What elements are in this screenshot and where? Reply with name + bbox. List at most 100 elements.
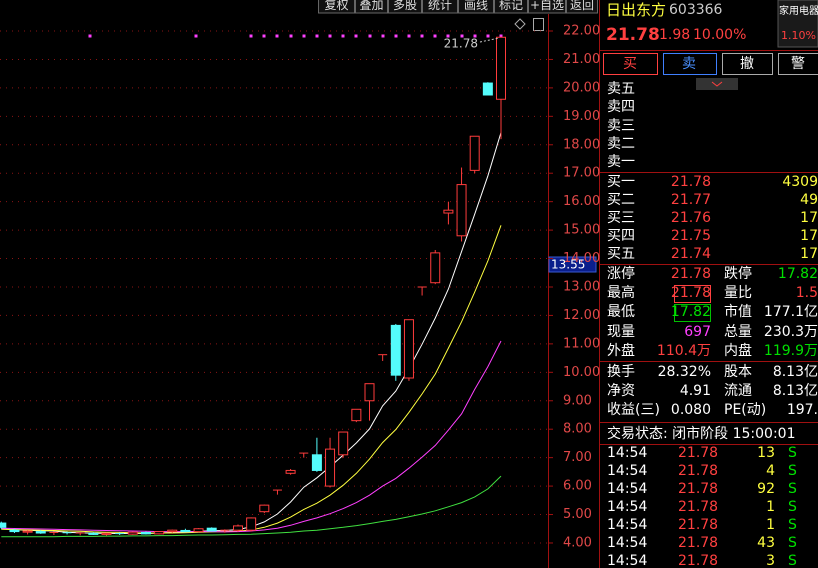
candle-body [193,528,204,533]
cursor-box [548,256,597,273]
y-tick-label: 20.00 [563,80,600,95]
trade-button[interactable]: 警 [791,56,805,72]
stat-label: 换手 [607,364,635,380]
stat-value: 0.080 [670,402,711,418]
cancel-button-frame [722,53,773,75]
candle-body [443,209,454,214]
candle-body [285,469,296,474]
trade-price: 21.78 [678,535,719,551]
bid-volume: 17 [800,210,818,226]
trade-volume: 13 [757,445,775,461]
candle-body [233,525,243,531]
change: 1.98 [659,27,691,43]
trade-volume: 3 [766,553,775,568]
candle-body [403,319,414,379]
stat-label: 最低 [607,304,635,321]
toolbar-button[interactable]: +自选 [529,0,565,12]
y-tick-label: 9.00 [563,393,592,408]
stat-label: 涨停 [607,266,635,282]
ask-label: 卖四 [607,99,635,116]
signal-dot [499,34,503,38]
panel-icon [533,18,544,31]
y-tick-label: 21.00 [563,52,600,67]
stat-value: 177.1亿 [763,304,818,321]
toolbar-button[interactable]: 叠加 [359,0,384,12]
stat-value: 17.82 [777,266,818,282]
candle-body [482,82,493,96]
signal-dot [328,34,332,38]
stat-value: 197. [786,402,818,418]
y-tick-label: 10.00 [563,365,600,380]
trade-volume: 92 [757,481,775,497]
candle-body [101,532,112,535]
stat-label: 现量 [607,323,635,340]
stat-value: 8.13亿 [772,383,818,399]
moving-average [1,132,502,535]
trade-button[interactable]: 买 [623,56,637,72]
stat-label: 总量 [724,323,752,340]
trade-status: 交易状态: 闭市阶段 15:00:01 [607,426,796,442]
y-tick-label: 4.00 [563,535,592,550]
candle-body [325,448,336,487]
y-tick-label: 19.00 [563,109,600,124]
y-tick-label: 7.00 [563,450,592,465]
candle-body [0,522,7,528]
signal-dot [249,34,253,38]
y-tick-label: 13.00 [563,279,600,294]
stock-name: 日出东方 [606,1,667,19]
stat-label: 收益(三) [607,402,660,418]
trade-price: 21.78 [678,517,719,533]
toolbar-button[interactable]: 多股 [392,0,417,12]
signal-dot [486,34,490,38]
trade-price: 21.78 [678,463,719,479]
trade-button[interactable]: 卖 [682,56,696,72]
signal-dot [420,34,424,38]
signal-dot [473,34,477,38]
signal-dot [460,34,464,38]
trade-side: S [788,517,797,533]
toolbar-button[interactable]: 返回 [569,0,594,12]
trade-side: S [788,463,797,479]
stat-label: 量比 [724,285,752,302]
stat-value: 4.91 [679,383,711,399]
toolbar-button[interactable]: 画线 [463,0,488,12]
bid-volume: 4309 [782,174,818,190]
toolbar-button[interactable]: 复权 [324,0,349,12]
sector-name: 家用电器 [779,6,818,17]
signal-dot [194,34,198,38]
trade-price: 21.78 [678,499,719,515]
trade-price: 21.78 [678,553,719,568]
toolbar-button[interactable]: 标记 [498,0,523,12]
buy-button-frame [603,53,658,75]
candle-body [9,529,20,533]
candle-body [246,517,257,531]
moving-average [1,340,502,533]
high-label: 21.78 [444,37,478,51]
trade-time: 14:54 [607,535,648,551]
toolbar-button-frame [388,0,422,14]
toolbar-button-frame [458,0,494,14]
candle-body [180,529,191,533]
signal-dot [394,34,398,38]
candle-body [390,324,401,376]
candle-body [496,36,506,100]
ask-label: 卖二 [607,135,635,152]
y-tick-label: 18.00 [563,137,600,152]
trade-volume: 4 [766,463,775,479]
panel-separators [600,50,818,445]
sector-change: 1.10% [781,29,816,42]
toolbar-button-frame [355,0,388,14]
y-tick-label: 15.00 [563,223,600,238]
signal-dot [289,34,293,38]
candle-body [127,531,138,535]
toolbar-button[interactable]: 统计 [427,0,452,12]
candle-body [88,532,99,535]
signal-dot [302,34,306,38]
alert-button-frame [778,53,818,75]
toolbar-button-frame [494,0,528,14]
trade-time: 14:54 [607,499,648,515]
trade-button[interactable]: 撤 [740,56,754,72]
toolbar-button-frame [318,0,355,14]
change-pct: 10.00% [693,27,747,43]
